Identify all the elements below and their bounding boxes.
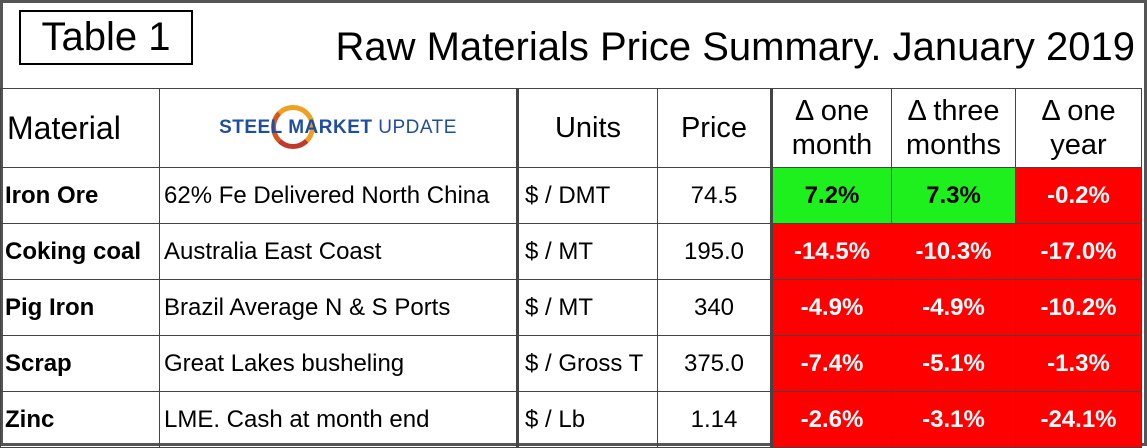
table-label: Table 1: [19, 10, 193, 65]
delta-one-year-cell: -1.3%: [1015, 335, 1142, 392]
logo-text-light: UPDATE: [372, 117, 457, 138]
delta-three-months-cell: -3.1%: [891, 391, 1016, 448]
description-cell: LME. Cash at month end: [159, 391, 518, 448]
units-cell: $ / Lb: [516, 391, 658, 448]
logo: STEEL MARKET UPDATE: [219, 103, 457, 153]
delta-three-months-cell: -4.9%: [891, 279, 1016, 336]
table-row: Pig Iron Brazil Average N & S Ports $ / …: [0, 279, 1142, 336]
units-cell: $ / MT: [516, 279, 658, 336]
price-summary-table: Material STEEL MARKET UPDATE Units Price…: [0, 88, 1142, 448]
price-cell: 195.0: [657, 223, 772, 280]
header-delta-one-month: Δ one month: [770, 88, 892, 168]
delta-one-month-cell: -4.9%: [770, 279, 892, 336]
material-cell: Coking coal: [0, 223, 160, 280]
price-cell: 340: [657, 279, 772, 336]
table-row: Scrap Great Lakes busheling $ / Gross T …: [0, 335, 1142, 392]
page-title: Raw Materials Price Summary. January 201…: [335, 25, 1135, 69]
description-cell: 62% Fe Delivered North China: [159, 167, 518, 224]
delta-three-months-cell: -5.1%: [891, 335, 1016, 392]
material-cell: Pig Iron: [0, 279, 160, 336]
table-row: Iron Ore 62% Fe Delivered North China $ …: [0, 167, 1142, 224]
units-cell: $ / DMT: [516, 167, 658, 224]
material-cell: Scrap: [0, 335, 160, 392]
header-delta-three-months-line2: months: [905, 129, 1002, 161]
units-cell: $ / MT: [516, 223, 658, 280]
table-header-row: Material STEEL MARKET UPDATE Units Price…: [0, 88, 1142, 168]
price-cell: 375.0: [657, 335, 772, 392]
delta-one-year-cell: -24.1%: [1015, 391, 1142, 448]
header-delta-one-year-line1: Δ one: [1041, 95, 1116, 127]
delta-one-month-cell: -2.6%: [770, 391, 892, 448]
delta-one-month-cell: 7.2%: [770, 167, 892, 224]
description-cell: Brazil Average N & S Ports: [159, 279, 518, 336]
header-delta-one-month-line1: Δ one: [794, 95, 870, 127]
header-delta-one-year: Δ one year: [1015, 88, 1142, 168]
header-delta-three-months: Δ three months: [891, 88, 1016, 168]
delta-one-year-cell: -10.2%: [1015, 279, 1142, 336]
steel-market-update-logo: STEEL MARKET UPDATE: [159, 88, 518, 168]
logo-text: STEEL MARKET UPDATE: [219, 111, 457, 145]
delta-one-month-cell: -14.5%: [770, 223, 892, 280]
delta-three-months-cell: -10.3%: [891, 223, 1016, 280]
description-cell: Australia East Coast: [159, 223, 518, 280]
delta-one-month-cell: -7.4%: [770, 335, 892, 392]
header-delta-one-month-line2: month: [791, 129, 873, 161]
header-delta-three-months-line1: Δ three: [907, 95, 1000, 127]
header: Table 1 Raw Materials Price Summary. Jan…: [0, 0, 1141, 88]
material-cell: Zinc: [0, 391, 160, 448]
header-material: Material: [0, 88, 160, 168]
units-cell: $ / Gross T: [516, 335, 658, 392]
material-cell: Iron Ore: [0, 167, 160, 224]
delta-one-year-cell: -0.2%: [1015, 167, 1142, 224]
delta-three-months-cell: 7.3%: [891, 167, 1016, 224]
logo-text-bold: STEEL MARKET: [219, 117, 373, 138]
header-delta-one-year-line2: year: [1050, 129, 1107, 161]
description-cell: Great Lakes busheling: [159, 335, 518, 392]
delta-one-year-cell: -17.0%: [1015, 223, 1142, 280]
price-cell: 74.5: [657, 167, 772, 224]
logo-arc-icon: [271, 105, 316, 149]
header-units: Units: [516, 88, 658, 168]
table-row: Coking coal Australia East Coast $ / MT …: [0, 223, 1142, 280]
header-price: Price: [657, 88, 772, 168]
price-cell: 1.14: [657, 391, 772, 448]
table-row: Zinc LME. Cash at month end $ / Lb 1.14 …: [0, 391, 1142, 448]
